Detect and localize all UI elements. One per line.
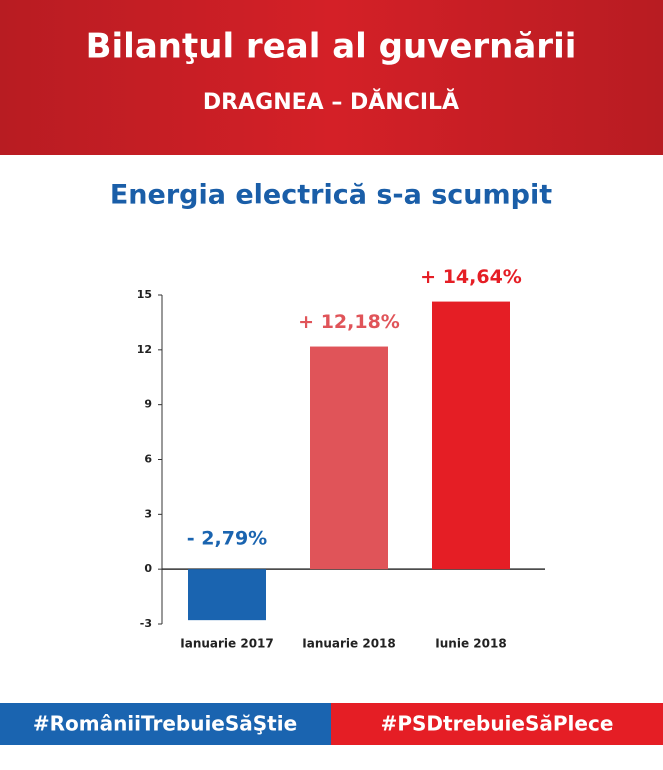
bar [310, 346, 388, 570]
y-tick-label: 6 [144, 453, 152, 466]
value-label: + 14,64% [420, 266, 522, 288]
chart-title: Energia electrică s-a scumpit [110, 180, 552, 211]
bar [188, 569, 266, 621]
y-tick-label: 15 [137, 288, 152, 301]
x-tick-label: Iunie 2018 [435, 637, 506, 651]
value-label: - 2,79% [187, 528, 267, 550]
x-tick-label: Ianuarie 2017 [180, 637, 274, 651]
y-tick-label: -3 [140, 617, 152, 630]
header-title: Bilanţul real al guvernării [86, 27, 577, 67]
y-tick-label: 0 [144, 562, 152, 575]
footer-hashtag: #PSDtrebuieSăPlece [381, 712, 614, 736]
value-label: + 12,18% [298, 311, 400, 333]
x-tick-label: Ianuarie 2018 [302, 637, 396, 651]
footer-right-band [331, 703, 663, 745]
footer-hashtag: #RomâniiTrebuieSăŞtie [33, 712, 297, 736]
header-band [0, 0, 663, 155]
bar [432, 301, 510, 570]
y-tick-label: 9 [144, 398, 152, 411]
y-tick-label: 3 [144, 507, 152, 520]
header-subtitle: DRAGNEA – DĂNCILĂ [203, 89, 459, 115]
y-tick-label: 12 [137, 343, 152, 356]
footer-left-band [0, 703, 331, 745]
